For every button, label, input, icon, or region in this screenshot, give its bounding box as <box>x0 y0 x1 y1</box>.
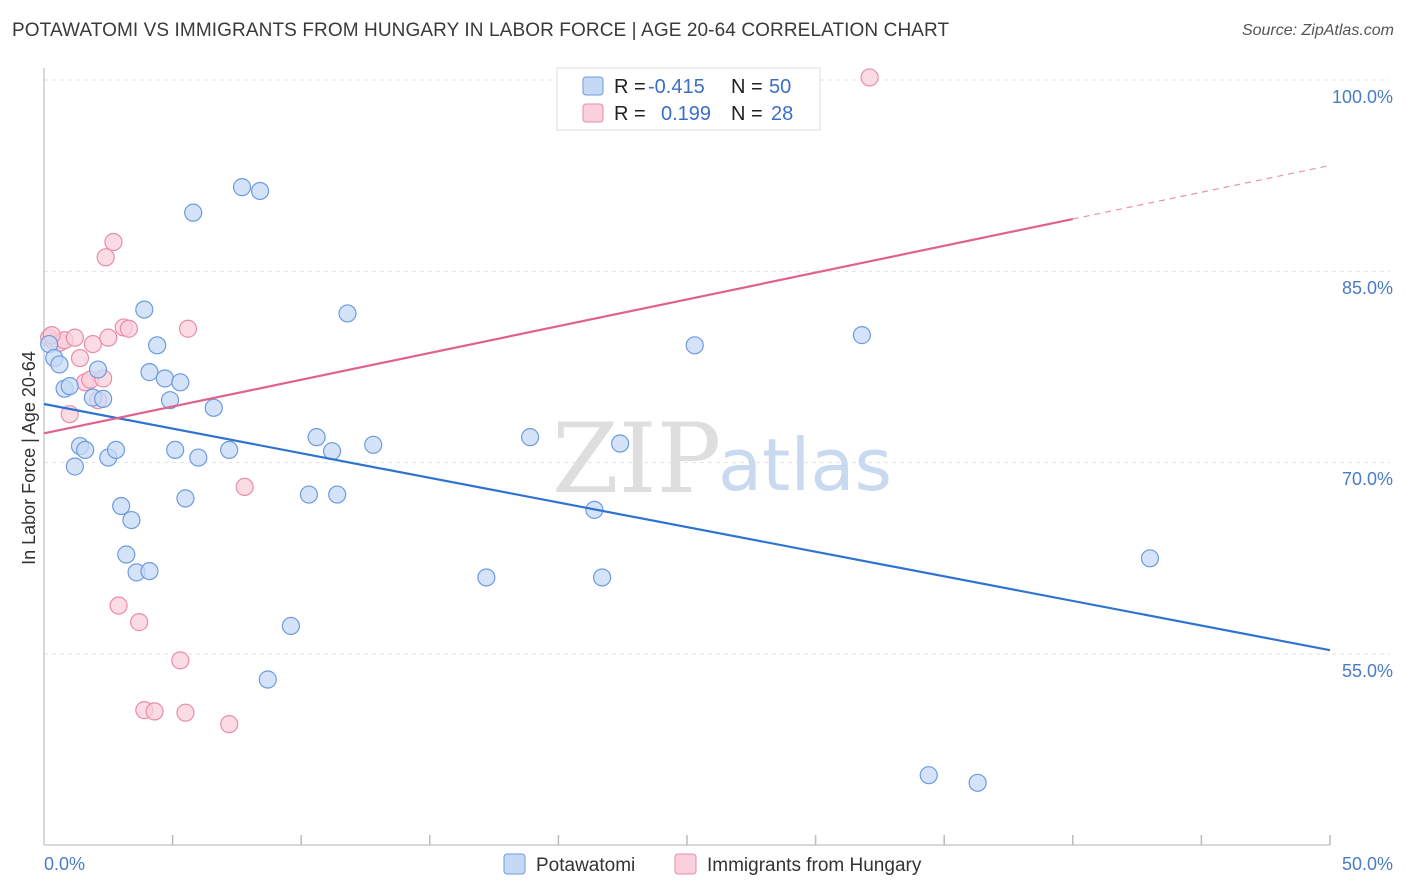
point-potawatomi-23 <box>166 440 185 460</box>
legend-r-value-2: 0.199 <box>661 103 711 125</box>
bottom-legend-label-hungary: Immigrants from Hungary <box>707 855 922 876</box>
legend-r-value-1: -0.415 <box>648 76 705 98</box>
legend-n-label-2: N = <box>731 103 763 125</box>
point-potawatomi-33 <box>281 616 301 636</box>
point-potawatomi-5 <box>65 457 84 476</box>
point-hungary-6 <box>70 348 90 368</box>
point-hungary-15 <box>109 596 128 615</box>
x-axis-ticks <box>171 835 1331 845</box>
point-potawatomi-28 <box>204 398 223 417</box>
point-potawatomi-20 <box>148 336 167 355</box>
point-potawatomi-45 <box>685 336 704 355</box>
point-potawatomi-22 <box>160 391 180 410</box>
point-potawatomi-35 <box>307 428 326 447</box>
point-potawatomi-14 <box>117 545 136 564</box>
point-potawatomi-17 <box>135 300 154 319</box>
point-potawatomi-34 <box>299 485 319 504</box>
y-axis-label: In Labor Force | Age 20-64 <box>19 351 39 565</box>
point-potawatomi-47 <box>919 766 938 785</box>
point-potawatomi-13 <box>112 496 131 516</box>
y-tick-label-70: 70.0% <box>1342 469 1393 489</box>
point-hungary-18 <box>130 613 149 632</box>
point-potawatomi-30 <box>232 178 252 197</box>
point-hungary-24 <box>220 715 239 734</box>
point-potawatomi-25 <box>176 489 195 508</box>
y-tick-label-55: 55.0% <box>1342 661 1393 681</box>
trend-line-hungary <box>43 217 1074 435</box>
legend-n-label-1: N = <box>731 76 763 98</box>
point-hungary-20 <box>145 702 164 721</box>
point-potawatomi-19 <box>140 363 159 382</box>
legend-r-label-1: R = <box>614 76 646 98</box>
bottom-legend-label-potawatomi: Potawatomi <box>536 855 635 876</box>
point-potawatomi-26 <box>184 203 203 222</box>
point-hungary-17 <box>119 319 138 338</box>
x-tick-label-0: 0.0% <box>44 854 85 874</box>
chart-source: Source: ZipAtlas.com <box>1241 22 1394 39</box>
bottom-legend-swatch-potawatomi <box>503 853 526 875</box>
point-potawatomi-12 <box>106 440 126 460</box>
point-potawatomi-32 <box>258 670 277 689</box>
watermark-zip: ZIP <box>552 403 721 515</box>
legend-swatch-potawatomi <box>582 76 604 96</box>
point-potawatomi-49 <box>1140 549 1160 568</box>
point-potawatomi-27 <box>189 448 208 467</box>
point-potawatomi-7 <box>76 440 95 460</box>
point-hungary-9 <box>83 334 102 354</box>
point-hungary-21 <box>171 651 190 670</box>
point-potawatomi-4 <box>60 377 79 396</box>
y-tick-label-100: 100.0% <box>1332 87 1393 107</box>
point-potawatomi-18 <box>140 561 159 581</box>
stats-legend: R = -0.415 N = 50 R = 0.199 N = 28 <box>556 67 821 131</box>
trend-line-hungary-extension <box>1072 164 1331 220</box>
point-hungary-23 <box>178 319 198 338</box>
point-hungary-5 <box>65 328 84 347</box>
point-potawatomi-37 <box>328 485 347 504</box>
legend-r-label-2: R = <box>614 103 646 125</box>
scatter-points <box>40 68 1160 792</box>
gridlines <box>44 79 1390 655</box>
point-potawatomi-46 <box>852 326 871 345</box>
watermark-atlas: atlas <box>718 423 892 507</box>
trend-lines <box>43 164 1331 652</box>
point-potawatomi-39 <box>364 435 383 454</box>
point-hungary-22 <box>176 703 195 722</box>
point-hungary-26 <box>860 68 879 87</box>
point-potawatomi-40 <box>477 568 496 587</box>
point-hungary-25 <box>235 477 254 497</box>
legend-n-value-1: 50 <box>769 76 791 98</box>
point-potawatomi-29 <box>220 440 239 460</box>
chart-title: POTAWATOMI VS IMMIGRANTS FROM HUNGARY IN… <box>12 20 950 41</box>
point-potawatomi-41 <box>521 428 540 447</box>
legend-n-value-2: 28 <box>771 103 793 125</box>
point-hungary-12 <box>96 248 115 267</box>
point-hungary-13 <box>99 328 118 347</box>
legend-swatch-hungary <box>582 103 604 123</box>
point-potawatomi-9 <box>88 360 108 379</box>
point-potawatomi-15 <box>122 510 141 530</box>
y-tick-label-85: 85.0% <box>1342 278 1393 298</box>
point-potawatomi-48 <box>968 773 987 792</box>
point-potawatomi-44 <box>611 434 630 453</box>
point-potawatomi-2 <box>50 355 69 374</box>
point-hungary-14 <box>104 232 123 252</box>
point-potawatomi-43 <box>593 568 612 587</box>
point-potawatomi-24 <box>171 373 190 392</box>
point-potawatomi-10 <box>94 389 113 408</box>
point-potawatomi-38 <box>338 304 357 323</box>
point-potawatomi-31 <box>250 181 270 201</box>
point-potawatomi-21 <box>155 369 174 388</box>
x-tick-label-50: 50.0% <box>1342 854 1393 874</box>
trend-line-potawatomi <box>43 402 1331 652</box>
bottom-legend-swatch-hungary <box>674 853 697 875</box>
series-legend: Potawatomi Immigrants from Hungary <box>503 853 922 876</box>
